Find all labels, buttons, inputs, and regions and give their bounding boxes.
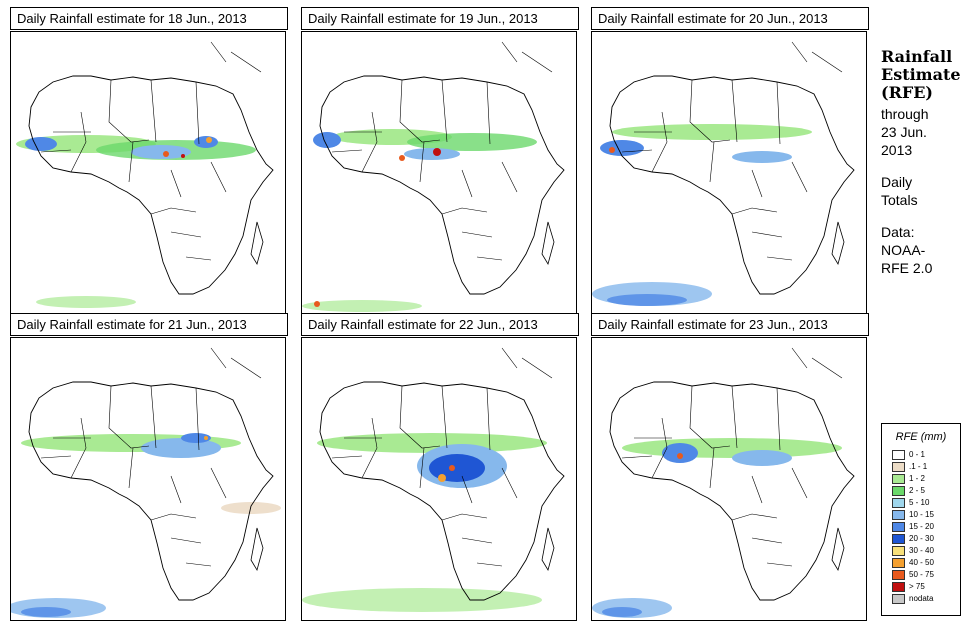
panel-title: Daily Rainfall estimate for 19 Jun., 201…	[301, 7, 579, 30]
panel-title: Daily Rainfall estimate for 23 Jun., 201…	[591, 313, 869, 336]
side-title-line1: Rainfall	[881, 47, 953, 66]
legend-swatch	[892, 510, 905, 520]
side-date-line1: 23 Jun.	[881, 124, 927, 140]
panel-title: Daily Rainfall estimate for 18 Jun., 201…	[10, 7, 288, 30]
legend-item: > 75	[892, 582, 958, 592]
legend-swatch	[892, 486, 905, 496]
panel-title: Daily Rainfall estimate for 21 Jun., 201…	[10, 313, 288, 336]
legend-item: 40 - 50	[892, 558, 958, 568]
legend-item: 1 - 2	[892, 474, 958, 484]
side-description: Rainfall Estimate (RFE) through 23 Jun. …	[881, 48, 965, 277]
legend-item: 50 - 75	[892, 570, 958, 580]
legend-item: 2 - 5	[892, 486, 958, 496]
legend-title: RFE (mm)	[895, 431, 947, 443]
rainfall-map	[301, 31, 577, 315]
legend-swatch	[892, 450, 905, 460]
side-through: through	[881, 106, 929, 122]
side-data-label: Data:	[881, 224, 915, 240]
legend-swatch	[892, 594, 905, 604]
legend-item: 10 - 15	[892, 510, 958, 520]
legend-swatch	[892, 570, 905, 580]
panel-title: Daily Rainfall estimate for 22 Jun., 201…	[301, 313, 579, 336]
rainfall-map	[10, 31, 286, 315]
rainfall-map	[10, 337, 286, 621]
rfe-legend: RFE (mm) 0 - 1 .1 - 1 1 - 2 2 - 5 5 - 10…	[881, 423, 961, 616]
legend-swatch	[892, 582, 905, 592]
rain-band	[16, 135, 256, 308]
panel-title: Daily Rainfall estimate for 20 Jun., 201…	[591, 7, 869, 30]
legend-swatch	[892, 558, 905, 568]
rainfall-map	[591, 337, 867, 621]
rainfall-map	[301, 337, 577, 621]
rain-band	[302, 433, 547, 612]
side-daily: Daily	[881, 174, 913, 190]
side-date-line2: 2013	[881, 142, 913, 158]
rain-band	[592, 438, 842, 618]
rainfall-map	[591, 31, 867, 315]
legend-swatch	[892, 474, 905, 484]
rain-band	[592, 124, 812, 306]
rain-band	[302, 129, 537, 312]
side-source-line2: RFE 2.0	[881, 260, 933, 276]
side-title-line3: (RFE)	[881, 83, 933, 102]
rain-band	[11, 433, 281, 618]
legend-swatch	[892, 462, 905, 472]
legend-item: 5 - 10	[892, 498, 958, 508]
legend-item: 30 - 40	[892, 546, 958, 556]
legend-item: .1 - 1	[892, 462, 958, 472]
side-source-line1: NOAA-	[881, 242, 926, 258]
legend-swatch	[892, 534, 905, 544]
legend-item: 0 - 1	[892, 450, 958, 460]
legend-item: nodata	[892, 594, 958, 604]
legend-swatch	[892, 522, 905, 532]
legend-item: 20 - 30	[892, 534, 958, 544]
legend-swatch	[892, 546, 905, 556]
legend-item: 15 - 20	[892, 522, 958, 532]
side-totals: Totals	[881, 192, 918, 208]
legend-swatch	[892, 498, 905, 508]
side-title-line2: Estimate	[881, 65, 961, 84]
